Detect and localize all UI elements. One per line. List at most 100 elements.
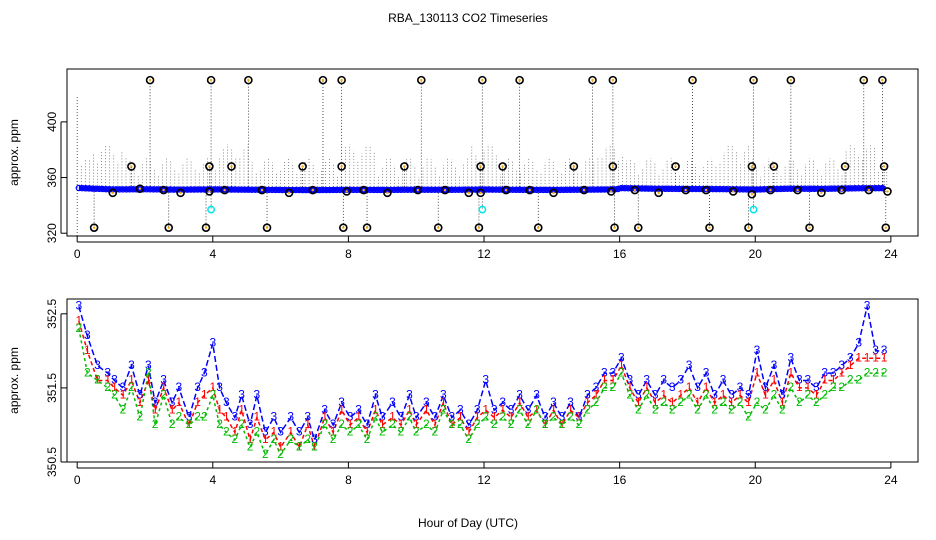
outlier-low-point-center <box>265 226 269 229</box>
series-green-marker: 2 <box>584 402 591 416</box>
series-blue-marker: 3 <box>847 350 854 364</box>
near-baseline-point <box>793 185 802 195</box>
series-green-marker: 2 <box>474 417 481 431</box>
series-blue-marker: 3 <box>311 432 318 446</box>
series-green-marker: 2 <box>379 425 386 439</box>
series-blue-marker: 3 <box>533 387 540 401</box>
series-blue-marker: 3 <box>855 336 862 350</box>
near-baseline-point-center <box>657 191 660 195</box>
series-red-line <box>78 321 885 450</box>
series-red-marker: 1 <box>660 387 667 401</box>
outlier-high-point-center <box>209 78 213 82</box>
series-red-marker: 1 <box>457 410 464 424</box>
series-blue-marker: 3 <box>728 387 735 401</box>
series-green-marker: 2 <box>771 387 778 401</box>
series-red-marker: 1 <box>491 410 498 424</box>
series-red-marker: 1 <box>330 425 337 439</box>
series-red-marker: 1 <box>864 350 871 364</box>
series-red-marker: 1 <box>440 395 447 409</box>
series-blue-marker: 3 <box>703 365 710 379</box>
top-y-tick-label: 360 <box>45 167 59 187</box>
series-green-marker: 2 <box>398 425 405 439</box>
bottom-x-tick-label: 12 <box>477 473 491 487</box>
series-blue-marker: 3 <box>160 373 167 387</box>
series-red-marker: 1 <box>872 350 879 364</box>
series-red-marker: 1 <box>76 313 83 327</box>
near-baseline-point-center <box>704 188 708 192</box>
series-red-marker: 1 <box>788 365 795 379</box>
series-blue-marker: 3 <box>694 380 701 394</box>
outlier-high-point <box>786 75 796 85</box>
series-blue-marker: 3 <box>881 343 888 357</box>
outlier-mid-point <box>747 162 757 171</box>
near-baseline-point-center <box>504 188 508 192</box>
series-green-marker: 2 <box>137 410 144 424</box>
series-blue-marker: 3 <box>137 387 144 401</box>
series-green-marker: 2 <box>372 410 379 424</box>
outlier-mid-point-center <box>674 165 677 168</box>
outlier-high-point <box>318 75 328 85</box>
baseline-trace <box>78 185 886 193</box>
series-blue-marker: 3 <box>364 417 371 431</box>
series-green-marker: 2 <box>593 395 600 409</box>
series-red-marker: 1 <box>711 395 718 409</box>
near-baseline-point-center <box>138 187 142 190</box>
outlier-low-point <box>339 223 348 232</box>
series-blue-marker: 3 <box>482 373 489 387</box>
outlier-low-point-center <box>747 226 750 229</box>
outlier-low-point-center <box>92 226 96 229</box>
top-x-tick-label: 20 <box>749 247 763 261</box>
near-baseline-point-center <box>386 191 389 195</box>
series-red-marker: 1 <box>296 439 303 453</box>
series-green-marker: 2 <box>652 402 659 416</box>
series-green-marker: 2 <box>304 432 311 446</box>
outlier-high-point <box>337 75 346 85</box>
series-green-marker: 2 <box>788 380 795 394</box>
series-blue-marker: 3 <box>686 358 693 372</box>
near-baseline-point <box>257 185 267 195</box>
near-baseline-point-center <box>223 188 226 192</box>
outlier-high-point-center <box>420 78 423 82</box>
series-green-marker: 2 <box>550 410 557 424</box>
series-red-marker: 1 <box>270 425 277 439</box>
outlier-high-point <box>478 75 487 85</box>
series-blue-marker: 3 <box>508 402 515 416</box>
near-baseline-point <box>220 185 229 195</box>
series-blue-marker: 3 <box>186 410 193 424</box>
series-green-marker: 2 <box>677 395 684 409</box>
series-green-marker: 2 <box>525 417 532 431</box>
series-red-marker: 1 <box>559 417 566 431</box>
near-baseline-point-center <box>479 191 482 195</box>
outlier-high-point-center <box>789 78 793 82</box>
series-blue-marker: 3 <box>559 410 566 424</box>
series-red-marker: 1 <box>84 343 91 357</box>
series-blue-marker: 3 <box>379 410 386 424</box>
series-green-marker: 2 <box>754 395 761 409</box>
series-red-marker: 1 <box>176 395 183 409</box>
series-red-marker: 1 <box>737 387 744 401</box>
series-red-marker: 1 <box>389 410 396 424</box>
near-baseline-point <box>205 187 214 196</box>
series-red-marker: 1 <box>567 402 574 416</box>
series-red-marker: 1 <box>104 373 111 387</box>
outlier-mid-point-center <box>479 165 482 168</box>
series-blue-marker: 3 <box>423 395 430 409</box>
near-baseline-point <box>883 187 892 196</box>
series-red-marker: 1 <box>525 410 532 424</box>
outlier-high-point <box>515 75 524 85</box>
outlier-high-point <box>244 75 253 85</box>
near-baseline-point <box>817 188 826 198</box>
outlier-low-point <box>262 223 272 232</box>
series-green-marker: 2 <box>330 432 337 446</box>
series-blue-marker: 3 <box>838 358 845 372</box>
series-green-marker: 2 <box>223 425 230 439</box>
bottom-y-tick-label: 352.5 <box>45 298 59 328</box>
series-blue-marker: 3 <box>567 395 574 409</box>
series-blue-marker: 3 <box>711 387 718 401</box>
series-green-marker: 2 <box>838 380 845 394</box>
outlier-mid-point-center <box>750 165 754 168</box>
series-green-marker: 2 <box>76 321 83 335</box>
series-red-marker: 1 <box>160 380 167 394</box>
near-baseline-point-center <box>467 191 470 195</box>
